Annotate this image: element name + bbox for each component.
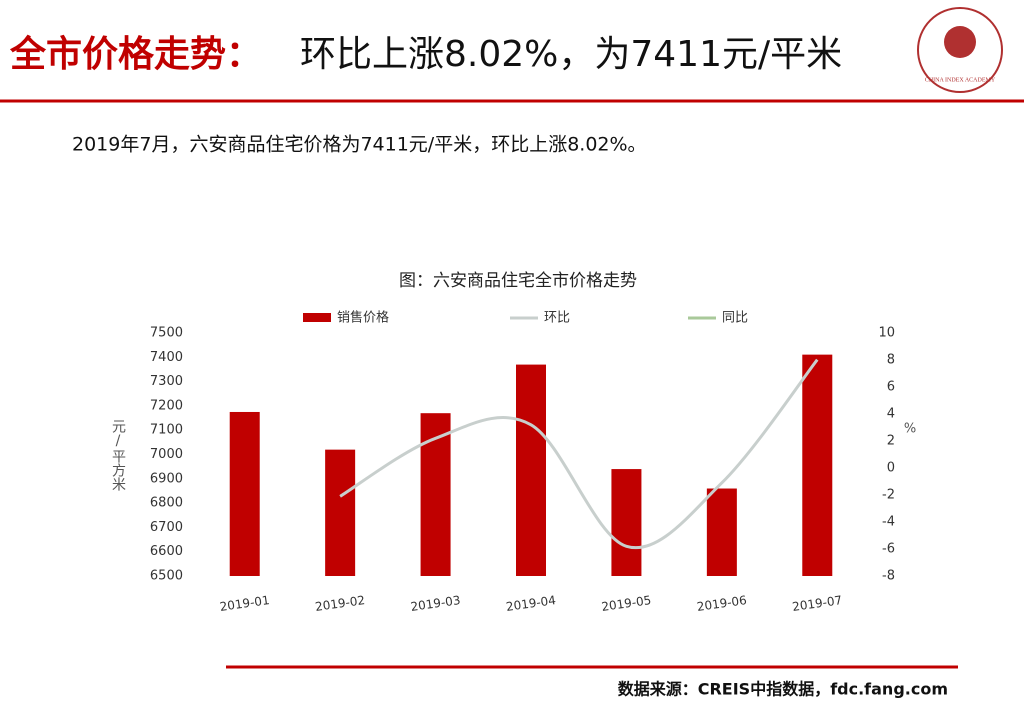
y-tick-label: 6800 [150,496,183,511]
y2-tick-label: -4 [882,515,895,530]
y-tick-label: 7500 [150,326,183,341]
y-tick-label: 7200 [150,398,183,413]
y-tick-label: 7300 [150,374,183,389]
y-tick-label: 6900 [150,471,183,486]
legend-swatch [303,313,331,322]
y2-tick-label: -2 [882,488,895,503]
legend-label: 同比 [722,311,748,326]
y-tick-label: 6600 [150,544,183,559]
x-tick-label: 2019-05 [601,593,653,614]
summary: 2019年7月，六安商品住宅价格为7411元/平米，环比上涨8.02%。 [72,134,647,156]
x-tick-label: 2019-07 [791,593,843,614]
y2-tick-label: -8 [882,569,895,584]
bar [229,411,260,576]
logo-text: CHINA INDEX ACADEMY [925,77,996,83]
legend-label: 销售价格 [337,310,389,326]
legend-label: 环比 [544,311,570,326]
bar [516,364,546,576]
y2-tick-label: 2 [887,434,895,449]
x-tick-label: 2019-04 [505,593,557,614]
logo: CHINA INDEX ACADEMY [917,7,1003,93]
bar [611,469,642,576]
x-tick-label: 2019-06 [696,593,748,614]
y2-tick-label: 8 [887,353,895,368]
title-black: 环比上涨8.02%，为7411元/平米 [300,34,842,75]
chart-title: 图：六安商品住宅全市价格走势 [399,271,637,291]
y2-tick-label: 4 [887,407,895,422]
y-tick-label: 7000 [150,447,183,462]
title-red: 全市价格走势： [9,33,262,75]
source: 数据来源：CREIS中指数据，fdc.fang.com [618,680,948,699]
x-tick-label: 2019-02 [314,593,366,614]
logo-core [944,26,976,58]
y-tick-label: 7100 [150,423,183,438]
bar [706,488,737,576]
y-tick-label: 6500 [150,569,183,584]
bar [420,413,451,576]
y2-tick-label: 6 [887,380,895,395]
y2-axis-label: % [904,422,916,437]
y-axis-label: 元/平方米 [110,419,126,491]
bar [325,449,356,576]
y2-tick-label: 0 [887,461,895,476]
line [339,358,819,550]
y2-tick-label: -6 [882,542,895,557]
x-tick-label: 2019-03 [410,593,462,614]
x-tick-label: 2019-01 [219,593,271,614]
y-tick-label: 6700 [150,520,183,535]
y-tick-label: 7400 [150,350,183,365]
logo-ring [917,7,1003,93]
y2-tick-label: 10 [878,326,895,341]
bar [802,354,833,576]
